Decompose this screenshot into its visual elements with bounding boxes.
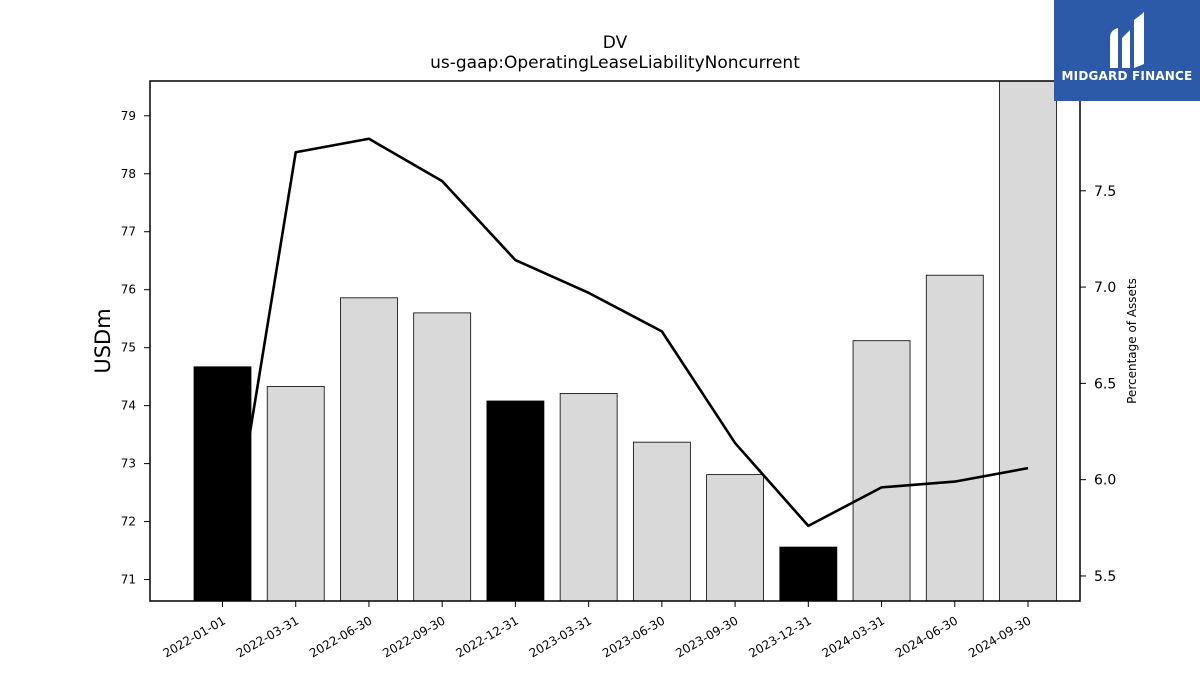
y-axis-label: USDm	[91, 308, 115, 373]
x-tick-label-2022-03-31: 2022-03-31	[234, 613, 301, 660]
bar-2022-06-30	[340, 297, 398, 602]
y-tick-label-78: 78	[121, 167, 136, 181]
bars-group	[193, 80, 1057, 602]
y2-tick-label-5.5: 5.5	[1094, 569, 1116, 585]
y-tick-label-74: 74	[121, 399, 136, 413]
pct-assets-line	[221, 137, 1029, 602]
x-tick-label-2022-01-01: 2022-01-01	[161, 613, 228, 660]
bar-2024-03-31	[852, 340, 911, 602]
y2-tick-label-6.0: 6.0	[1094, 473, 1116, 489]
y-axis: 71 72 73 74 75 76 77 78 79	[121, 109, 150, 587]
y-tick-label-75: 75	[121, 341, 136, 355]
y-tick-label-71: 71	[121, 573, 136, 587]
bar-2023-03-31	[559, 393, 618, 602]
chart-title: DV	[603, 33, 628, 53]
y2-axis-label: Percentage of Assets	[1125, 278, 1139, 404]
y2-tick-label-7.5: 7.5	[1094, 184, 1116, 200]
bar-2023-06-30	[632, 441, 691, 602]
x-tick-label-2024-09-30: 2024-09-30	[966, 613, 1033, 660]
x-tick-label-2022-09-30: 2022-09-30	[380, 613, 447, 660]
bar-2024-06-30	[925, 274, 984, 602]
bar-2022-12-31	[486, 400, 545, 602]
y2-tick-label-6.5: 6.5	[1094, 376, 1116, 392]
x-tick-label-2024-03-31: 2024-03-31	[820, 613, 887, 660]
y-tick-label-79: 79	[121, 109, 136, 123]
y-tick-label-77: 77	[121, 225, 136, 239]
line-group	[221, 137, 1029, 602]
bar-2023-09-30	[706, 474, 764, 602]
chart-subtitle: us-gaap:OperatingLeaseLiabilityNoncurren…	[430, 53, 800, 73]
x-tick-label-2023-06-30: 2023-06-30	[600, 613, 667, 660]
y2-tick-label-7.0: 7.0	[1094, 280, 1116, 296]
y2-axis: 5.56.06.57.07.58.0	[1080, 87, 1116, 585]
brand-logo: MIDGARD FINANCE	[1054, 0, 1200, 101]
y-tick-label-73: 73	[121, 457, 136, 471]
y-tick-label-76: 76	[121, 283, 136, 297]
y-tick-label-72: 72	[121, 515, 136, 529]
logo-mark-icon	[1110, 12, 1144, 68]
x-tick-label-2023-03-31: 2023-03-31	[527, 613, 594, 660]
x-tick-label-2022-06-30: 2022-06-30	[307, 613, 374, 660]
x-tick-label-2023-12-31: 2023-12-31	[746, 613, 813, 660]
bar-2022-09-30	[413, 312, 472, 602]
bar-2022-03-31	[266, 386, 325, 602]
x-tick-label-2023-09-30: 2023-09-30	[673, 613, 740, 660]
bar-2024-09-30	[999, 80, 1057, 602]
plot-frame	[149, 80, 1081, 602]
x-axis: 2022-01-01 2022-03-31 2022-06-30 2022-09-30…	[161, 601, 1034, 660]
logo-text: MIDGARD FINANCE	[1061, 69, 1193, 83]
x-tick-label-2022-12-31: 2022-12-31	[454, 613, 521, 660]
bar-2023-12-31	[779, 546, 838, 602]
x-tick-label-2024-06-30: 2024-06-30	[893, 613, 960, 660]
